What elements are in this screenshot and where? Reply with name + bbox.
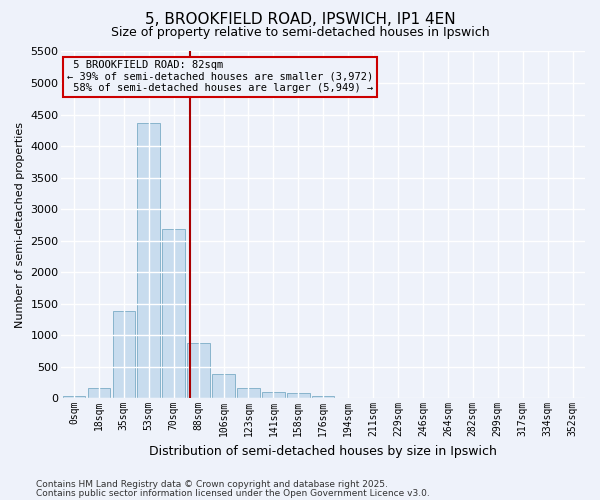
Bar [137, 124, 160, 398]
Bar [287, 393, 310, 398]
Bar [88, 388, 110, 398]
Bar [312, 396, 334, 398]
Text: Size of property relative to semi-detached houses in Ipswich: Size of property relative to semi-detach… [110, 26, 490, 39]
Bar [113, 311, 135, 398]
Bar [212, 374, 235, 398]
Text: Contains HM Land Registry data © Crown copyright and database right 2025.: Contains HM Land Registry data © Crown c… [36, 480, 388, 489]
Text: 5 BROOKFIELD ROAD: 82sqm
← 39% of semi-detached houses are smaller (3,972)
 58% : 5 BROOKFIELD ROAD: 82sqm ← 39% of semi-d… [67, 60, 373, 94]
Bar [237, 388, 260, 398]
Bar [163, 229, 185, 398]
Bar [262, 392, 284, 398]
X-axis label: Distribution of semi-detached houses by size in Ipswich: Distribution of semi-detached houses by … [149, 444, 497, 458]
Bar [63, 396, 85, 398]
Text: Contains public sector information licensed under the Open Government Licence v3: Contains public sector information licen… [36, 488, 430, 498]
Bar [187, 344, 210, 398]
Y-axis label: Number of semi-detached properties: Number of semi-detached properties [15, 122, 25, 328]
Text: 5, BROOKFIELD ROAD, IPSWICH, IP1 4EN: 5, BROOKFIELD ROAD, IPSWICH, IP1 4EN [145, 12, 455, 28]
